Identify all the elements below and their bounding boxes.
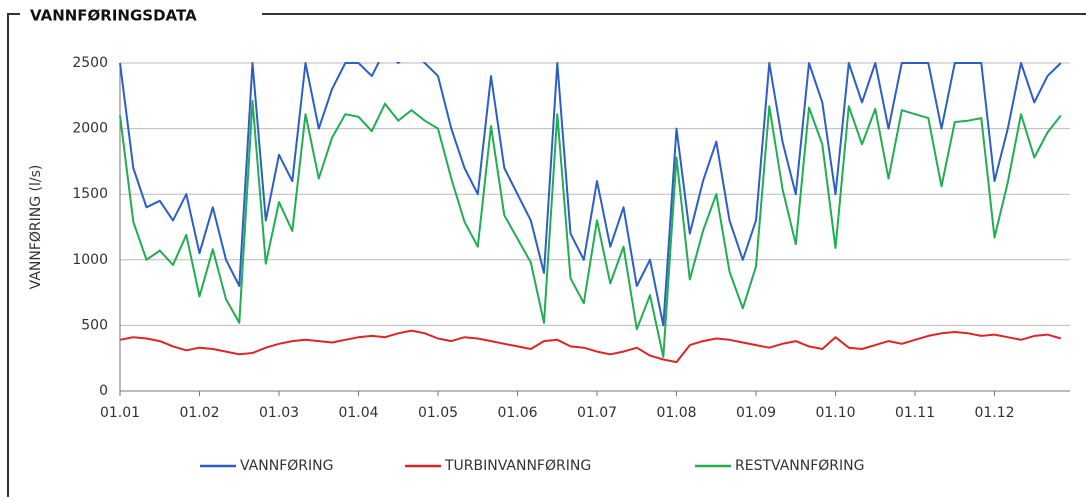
- x-tick-label: 01.09: [736, 405, 776, 421]
- x-tick-label: 01.03: [259, 405, 299, 421]
- grid: [119, 62, 1070, 396]
- x-tick-label: 01.11: [895, 405, 935, 421]
- x-tick-label: 01.12: [974, 405, 1014, 421]
- plot-area: [119, 62, 1062, 364]
- series-line: [119, 329, 1062, 364]
- y-tick-label: 2500: [72, 55, 108, 71]
- legend-label: RESTVANNFØRING: [735, 458, 864, 474]
- chart-title: VANNFØRINGSDATA: [30, 7, 197, 25]
- series-line: [119, 100, 1062, 358]
- x-tick-label: 01.08: [656, 405, 696, 421]
- y-tick-label: 0: [99, 383, 108, 399]
- y-tick-label: 1500: [72, 186, 108, 202]
- series-line: [119, 62, 1062, 327]
- y-tick-label: 500: [81, 317, 108, 333]
- x-tick-label: 01.10: [815, 405, 855, 421]
- frame: [7, 13, 1086, 497]
- x-tick-label: 01.07: [577, 405, 617, 421]
- legend-label: VANNFØRING: [240, 458, 333, 474]
- y-tick-label: 1000: [72, 252, 108, 268]
- x-tick-label: 01.06: [497, 405, 537, 421]
- x-tick-label: 01.04: [338, 405, 378, 421]
- x-tick-label: 01.05: [418, 405, 458, 421]
- y-axis-label: VANNFØRING (l/s): [28, 165, 44, 290]
- x-tick-label: 01.01: [100, 405, 140, 421]
- y-tick-label: 2000: [72, 121, 108, 137]
- x-tick-label: 01.02: [179, 405, 219, 421]
- legend-label: TURBINVANNFØRING: [444, 458, 591, 474]
